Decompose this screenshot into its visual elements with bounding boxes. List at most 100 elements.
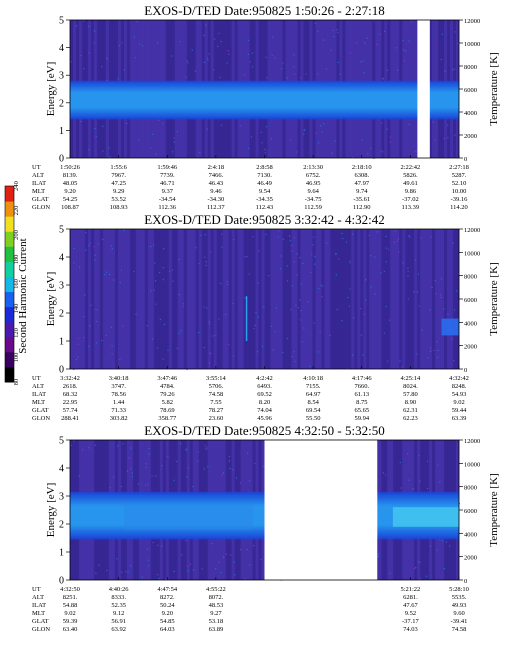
spectrogram-speckle [73,368,75,371]
ephemeris-row-label: ILAT [32,391,46,398]
spectrogram-speckle [206,447,208,449]
spectrogram-column [426,229,430,369]
spectrogram-speckle [120,486,123,488]
ephemeris-value: 47.97 [354,180,369,187]
spectrogram-column [96,229,101,369]
spectrogram-speckle [293,350,295,353]
spectrogram-column [312,229,316,369]
spectrogram-speckle [219,76,221,79]
spectrogram-column [270,229,274,369]
colorbar-tick-label: 180 [13,255,20,265]
spectrogram-speckle [147,565,150,567]
spectrogram-speckle [198,263,200,265]
y-right-tick-label: 10000 [464,250,480,257]
spectrogram-speckle [98,564,100,566]
spectrogram-speckle [417,561,419,563]
spectrogram-speckle [165,578,167,580]
x-tick-label: 2:27:18 [449,164,469,171]
y-tick-label: 5 [59,225,64,236]
spectrogram-speckle [150,147,152,149]
spectrogram-speckle [253,327,255,330]
ephemeris-value: 22.95 [63,399,78,406]
spectrogram-speckle [349,261,351,264]
spectrogram-speckle [131,475,134,478]
ephemeris-value: 23.60 [209,415,224,422]
ephemeris-value: 59.94 [354,415,369,422]
spectrogram-speckle [315,132,317,134]
spectrogram-speckle [200,234,202,236]
spectrogram-column [231,229,235,369]
ephemeris-value: 9.20 [162,610,173,617]
spectrogram-speckle [279,268,282,270]
spectrogram-column [240,229,244,369]
ephemeris-value: 5287. [452,172,467,179]
spectrogram-speckle [82,449,84,451]
spectrogram-speckle [117,445,119,447]
y-tick-label: 1 [59,337,64,348]
spectrogram-speckle [222,556,225,558]
spectrogram-speckle [173,137,175,139]
spectrogram-speckle [146,325,148,327]
spectrogram-speckle [240,482,242,484]
spectrogram-speckle [229,467,231,470]
spectrogram-speckle [293,261,295,263]
spectrogram-column [108,229,113,369]
spectrogram-speckle [413,291,415,293]
spectrogram-speckle [444,70,446,72]
ephemeris-value: 4784. [160,383,175,390]
spectrogram-column [141,229,146,369]
ephemeris-row-label: GLAT [32,618,49,625]
spectrogram-column [204,229,208,369]
spectrogram-speckle [410,21,413,23]
spectrogram-column [282,229,286,369]
spectrogram-speckle [171,151,174,153]
ephemeris-row-label: ALT [32,172,44,179]
spectrogram-speckle [336,29,338,31]
spectrogram-speckle [300,310,302,312]
spectrogram-speckle [206,57,209,59]
spectrogram-speckle [156,347,159,349]
spectrogram-speckle [264,148,266,151]
ephemeris-value: 112.37 [207,204,225,211]
ephemeris-row-label: MLT [32,610,45,617]
spectrogram-spike [245,296,248,341]
y-right-tick-label: 8000 [464,485,477,492]
spectrogram-speckle [362,60,364,62]
ephemeris-value: 8139. [63,172,78,179]
spectrogram-column [90,229,95,369]
spectrogram-speckle [346,367,348,370]
spectrogram-speckle [79,266,81,268]
ephemeris-value: 74.03 [403,626,418,633]
spectrogram-speckle [293,237,295,239]
spectrogram-speckle [408,123,410,125]
spectrogram-speckle [130,468,132,470]
ephemeris-value: 112.59 [304,204,322,211]
spectrogram-speckle [290,250,293,252]
spectrogram-speckle [387,360,389,362]
spectrogram-speckle [185,539,187,542]
spectrogram-speckle [310,271,312,273]
spectrogram-speckle [95,320,98,323]
spectrogram-speckle [126,470,128,472]
spectrogram-speckle [75,358,78,361]
spectrogram-speckle [111,353,113,355]
spectrogram-speckle [102,238,104,241]
panel-title: EXOS-D/TED Date:950825 4:32:50 - 5:32:50 [144,423,384,438]
ephemeris-value: 7.55 [210,399,221,406]
spectrogram-speckle [123,69,125,71]
spectrogram-speckle [417,291,419,293]
spectrogram-column [105,229,110,369]
ephemeris-value: 5706. [209,383,224,390]
spectrogram-speckle [156,42,159,44]
spectrogram-speckle [246,255,248,258]
spectrogram-speckle [289,235,291,237]
spectrogram-speckle [226,280,229,283]
spectrogram-speckle [430,236,432,238]
spectrogram-speckle [270,325,273,327]
spectrogram-column [177,229,182,369]
spectrogram-speckle [203,61,205,63]
spectrogram-speckle [127,571,129,574]
spectrogram-speckle [178,293,180,296]
x-tick-label: 1:50:26 [60,164,81,171]
